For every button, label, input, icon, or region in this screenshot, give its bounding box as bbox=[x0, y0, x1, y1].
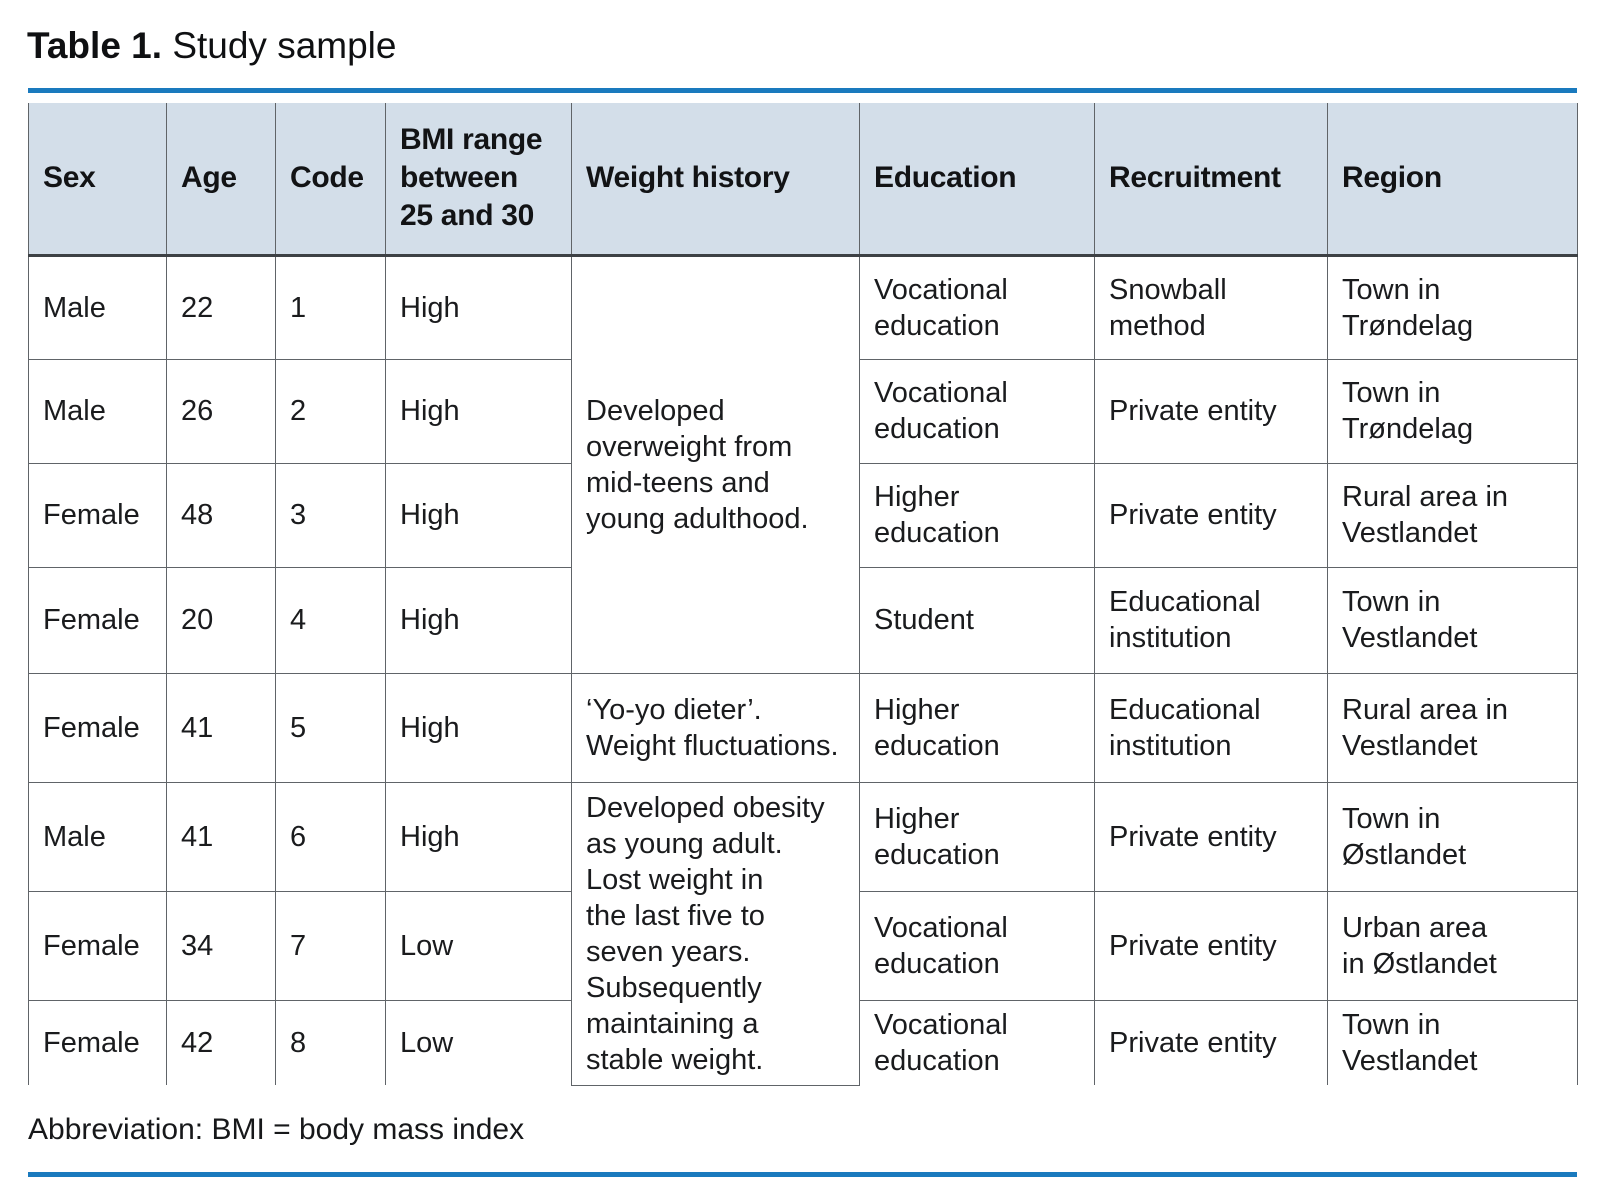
bmi-cell: High bbox=[385, 358, 572, 464]
table-row: Female 41 5 High ‘Yo-yo dieter’. Weight … bbox=[28, 672, 1578, 783]
header-bmi-range: BMI range between 25 and 30 bbox=[385, 103, 572, 257]
top-rule bbox=[28, 88, 1577, 93]
code-cell: 8 bbox=[275, 999, 386, 1085]
bmi-cell: Low bbox=[385, 999, 572, 1085]
code-cell: 4 bbox=[275, 566, 386, 674]
code-cell: 1 bbox=[275, 254, 386, 360]
sex-cell: Female bbox=[28, 462, 167, 568]
recruitment-cell: Snowball method bbox=[1094, 254, 1328, 360]
table-row: Male 22 1 High Developed overweight from… bbox=[28, 254, 1578, 674]
education-cell: Higher education bbox=[859, 462, 1095, 568]
table-row: Female 48 3 High Higher education Privat… bbox=[28, 462, 1578, 568]
recruitment-cell: Educational institution bbox=[1094, 672, 1328, 783]
region-cell: Rural area in Vestlandet bbox=[1327, 462, 1578, 568]
region-cell: Town in Vestlandet bbox=[1327, 566, 1578, 674]
sex-cell: Female bbox=[28, 672, 167, 783]
age-cell: 48 bbox=[166, 462, 276, 568]
sex-cell: Female bbox=[28, 999, 167, 1085]
education-cell: Higher education bbox=[859, 672, 1095, 783]
code-cell: 7 bbox=[275, 890, 386, 1001]
table-row: Female 42 8 Low Vocational education Pri… bbox=[28, 999, 1578, 1085]
education-cell: Student bbox=[859, 566, 1095, 674]
sex-cell: Male bbox=[28, 358, 167, 464]
bmi-cell: Low bbox=[385, 890, 572, 1001]
region-cell: Urban area in Østlandet bbox=[1327, 890, 1578, 1001]
age-cell: 26 bbox=[166, 358, 276, 464]
region-cell: Town in Østlandet bbox=[1327, 781, 1578, 892]
table-number-label: Table 1. bbox=[27, 25, 163, 66]
region-cell: Rural area in Vestlandet bbox=[1327, 672, 1578, 783]
age-cell: 20 bbox=[166, 566, 276, 674]
recruitment-cell: Private entity bbox=[1094, 890, 1328, 1001]
code-cell: 6 bbox=[275, 781, 386, 892]
code-cell: 3 bbox=[275, 462, 386, 568]
bmi-cell: High bbox=[385, 781, 572, 892]
recruitment-cell: Educational institution bbox=[1094, 566, 1328, 674]
header-recruitment: Recruitment bbox=[1094, 103, 1328, 257]
weight-history-cell-rows6-8: Developed obesity as young adult. Lost w… bbox=[571, 781, 860, 1086]
age-cell: 41 bbox=[166, 781, 276, 892]
study-sample-table: Sex Age Code BMI range between 25 and 30… bbox=[28, 103, 1578, 1086]
age-cell: 41 bbox=[166, 672, 276, 783]
bmi-cell: High bbox=[385, 566, 572, 674]
education-cell: Vocational education bbox=[859, 358, 1095, 464]
sex-cell: Female bbox=[28, 566, 167, 674]
table-row: Male 26 2 High Vocational education Priv… bbox=[28, 358, 1578, 464]
header-weight-history: Weight history bbox=[571, 103, 860, 257]
header-code: Code bbox=[275, 103, 386, 257]
weight-history-cell-row5: ‘Yo-yo dieter’. Weight fluctuations. bbox=[571, 672, 860, 783]
abbreviation-footnote: Abbreviation: BMI = body mass index bbox=[28, 1113, 525, 1146]
recruitment-cell: Private entity bbox=[1094, 781, 1328, 892]
code-cell: 2 bbox=[275, 358, 386, 464]
recruitment-cell: Private entity bbox=[1094, 999, 1328, 1085]
education-cell: Higher education bbox=[859, 781, 1095, 892]
table-row: Male 41 6 High Developed obesity as youn… bbox=[28, 781, 1578, 1086]
sex-cell: Male bbox=[28, 781, 167, 892]
table-row: Female 20 4 High Student Educational ins… bbox=[28, 566, 1578, 674]
education-cell: Vocational education bbox=[859, 890, 1095, 1001]
education-cell: Vocational education bbox=[859, 254, 1095, 360]
code-cell: 5 bbox=[275, 672, 386, 783]
table-title-text: Study sample bbox=[172, 25, 397, 66]
age-cell: 22 bbox=[166, 254, 276, 360]
age-cell: 34 bbox=[166, 890, 276, 1001]
region-cell: Town in Vestlandet bbox=[1327, 999, 1578, 1085]
page-title: Table 1. Study sample bbox=[27, 24, 396, 68]
header-row: Sex Age Code BMI range between 25 and 30… bbox=[28, 103, 1578, 257]
study-sample-table-wrap: Sex Age Code BMI range between 25 and 30… bbox=[28, 103, 1578, 1086]
region-cell: Town in Trøndelag bbox=[1327, 358, 1578, 464]
education-cell: Vocational education bbox=[859, 999, 1095, 1085]
recruitment-cell: Private entity bbox=[1094, 358, 1328, 464]
bottom-rule bbox=[28, 1172, 1577, 1177]
bmi-cell: High bbox=[385, 254, 572, 360]
header-education: Education bbox=[859, 103, 1095, 257]
table-row: Female 34 7 Low Vocational education Pri… bbox=[28, 890, 1578, 1001]
sex-cell: Female bbox=[28, 890, 167, 1001]
region-cell: Town in Trøndelag bbox=[1327, 254, 1578, 360]
bmi-cell: High bbox=[385, 462, 572, 568]
sex-cell: Male bbox=[28, 254, 167, 360]
header-region: Region bbox=[1327, 103, 1578, 257]
weight-history-cell-rows1-4: Developed overweight from mid-teens and … bbox=[571, 254, 860, 674]
header-sex: Sex bbox=[28, 103, 167, 257]
bmi-cell: High bbox=[385, 672, 572, 783]
age-cell: 42 bbox=[166, 999, 276, 1085]
header-age: Age bbox=[166, 103, 276, 257]
recruitment-cell: Private entity bbox=[1094, 462, 1328, 568]
